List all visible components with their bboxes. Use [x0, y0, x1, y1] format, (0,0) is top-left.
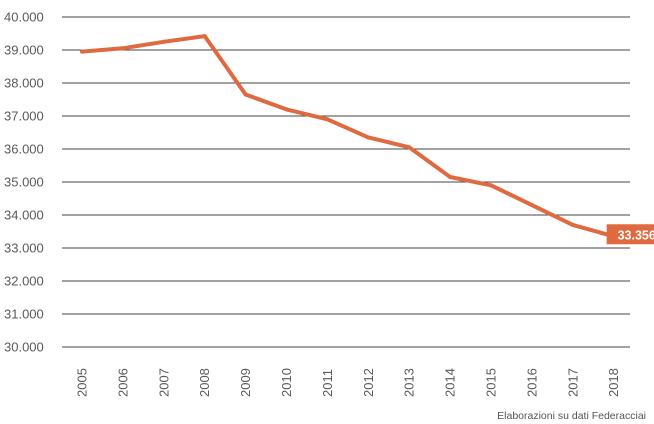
y-tick-label: 36.000 — [4, 142, 44, 157]
y-tick-label: 30.000 — [4, 340, 44, 355]
y-tick-label: 38.000 — [4, 76, 44, 91]
data-point — [243, 92, 248, 97]
x-tick-label: 2011 — [320, 369, 335, 397]
data-point — [161, 39, 166, 44]
y-tick-label: 40.000 — [4, 10, 44, 25]
y-tick-label: 31.000 — [4, 307, 44, 322]
data-point — [529, 203, 534, 208]
data-point — [202, 34, 207, 39]
x-tick-label: 2015 — [484, 368, 499, 397]
end-value-label-background — [606, 224, 654, 245]
data-point — [80, 49, 84, 54]
data-point — [489, 183, 493, 188]
x-tick-label: 2012 — [361, 368, 376, 397]
source-note: Elaborazioni su dati Federacciai — [497, 410, 646, 422]
x-tick-label: 2007 — [156, 368, 171, 397]
y-tick-label: 35.000 — [4, 175, 44, 190]
end-value-label: 33.356 — [618, 228, 654, 242]
y-tick-label: 37.000 — [4, 109, 44, 124]
y-tick-label: 32.000 — [4, 274, 44, 289]
y-tick-label: 34.000 — [4, 208, 44, 223]
series-line — [80, 34, 616, 239]
x-tick-label: 2018 — [606, 368, 621, 397]
grid-lines — [62, 16, 630, 348]
x-axis-ticks: 2005 2006 2007 2008 2009 2010 2011 2012 2013 2014… — [75, 368, 622, 397]
x-tick-label: 2010 — [279, 368, 294, 397]
x-tick-label: 2006 — [115, 368, 130, 397]
data-point — [325, 117, 330, 122]
data-point — [284, 107, 289, 112]
x-tick-label: 2017 — [565, 368, 580, 397]
series-employees — [80, 34, 616, 239]
x-tick-label: 2008 — [197, 368, 212, 397]
data-point — [448, 175, 453, 180]
x-tick-label: 2014 — [443, 368, 458, 397]
data-point — [570, 222, 575, 227]
x-tick-label: 2013 — [402, 368, 417, 397]
y-tick-label: 33.000 — [4, 241, 44, 256]
data-point — [366, 135, 371, 140]
data-point — [407, 145, 412, 150]
data-point — [120, 46, 125, 51]
end-value-label-group: 33.356 — [606, 224, 654, 245]
y-tick-label: 39.000 — [4, 43, 44, 58]
x-tick-label: 2005 — [75, 368, 90, 397]
y-axis-ticks: 30.000 31.000 32.000 33.000 34.000 35.000 36.0… — [4, 10, 44, 355]
x-tick-label: 2009 — [238, 368, 253, 397]
x-tick-label: 2016 — [524, 368, 539, 397]
